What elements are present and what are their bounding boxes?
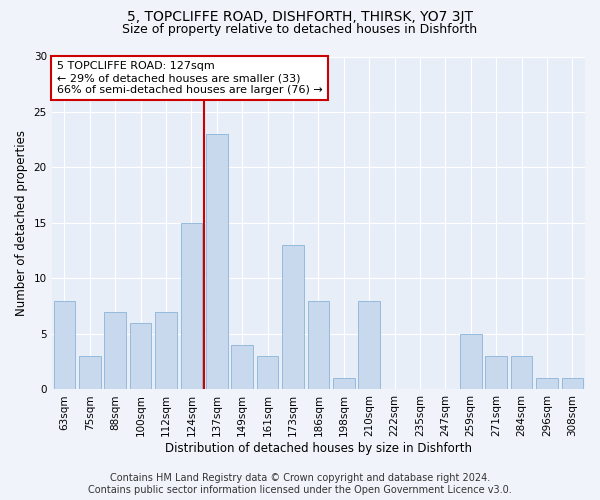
- Y-axis label: Number of detached properties: Number of detached properties: [15, 130, 28, 316]
- Bar: [53, 300, 75, 390]
- Bar: [485, 356, 507, 390]
- Bar: [206, 134, 227, 390]
- Bar: [232, 345, 253, 390]
- Bar: [130, 323, 151, 390]
- Bar: [308, 300, 329, 390]
- Text: 5, TOPCLIFFE ROAD, DISHFORTH, THIRSK, YO7 3JT: 5, TOPCLIFFE ROAD, DISHFORTH, THIRSK, YO…: [127, 10, 473, 24]
- Text: Size of property relative to detached houses in Dishforth: Size of property relative to detached ho…: [122, 22, 478, 36]
- Bar: [562, 378, 583, 390]
- Bar: [257, 356, 278, 390]
- Text: 5 TOPCLIFFE ROAD: 127sqm
← 29% of detached houses are smaller (33)
66% of semi-d: 5 TOPCLIFFE ROAD: 127sqm ← 29% of detach…: [57, 62, 323, 94]
- Bar: [511, 356, 532, 390]
- Bar: [155, 312, 177, 390]
- Bar: [358, 300, 380, 390]
- X-axis label: Distribution of detached houses by size in Dishforth: Distribution of detached houses by size …: [165, 442, 472, 455]
- Bar: [79, 356, 101, 390]
- Text: Contains HM Land Registry data © Crown copyright and database right 2024.
Contai: Contains HM Land Registry data © Crown c…: [88, 474, 512, 495]
- Bar: [181, 223, 202, 390]
- Bar: [104, 312, 126, 390]
- Bar: [536, 378, 557, 390]
- Bar: [282, 245, 304, 390]
- Bar: [333, 378, 355, 390]
- Bar: [460, 334, 482, 390]
